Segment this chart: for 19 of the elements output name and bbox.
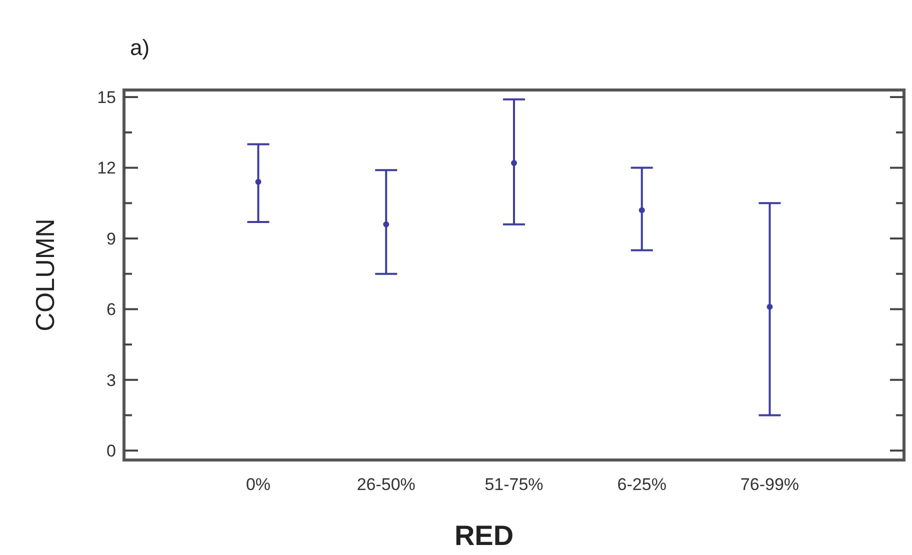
point bbox=[511, 160, 517, 166]
y-tick-label: 9 bbox=[106, 229, 116, 248]
x-axis-title: RED bbox=[454, 520, 514, 551]
x-tick-label: 76-99% bbox=[740, 475, 800, 494]
x-tick-label: 0% bbox=[246, 475, 271, 494]
x-tick-label: 6-25% bbox=[617, 475, 666, 494]
point bbox=[255, 178, 262, 185]
y-tick-label: 15 bbox=[97, 88, 116, 108]
y-axis-title: COLUMN bbox=[30, 218, 60, 332]
text: a) bbox=[130, 35, 150, 60]
x-tick-label: 26-50% bbox=[356, 475, 416, 494]
point bbox=[638, 207, 645, 214]
point bbox=[766, 304, 773, 310]
y-tick-label: 6 bbox=[106, 300, 116, 320]
point bbox=[383, 221, 390, 228]
y-tick-label: 3 bbox=[106, 370, 116, 390]
x-tick-label: 51-75% bbox=[484, 475, 544, 494]
y-tick-label: 12 bbox=[97, 158, 116, 178]
y-tick-label: 0 bbox=[106, 442, 116, 461]
